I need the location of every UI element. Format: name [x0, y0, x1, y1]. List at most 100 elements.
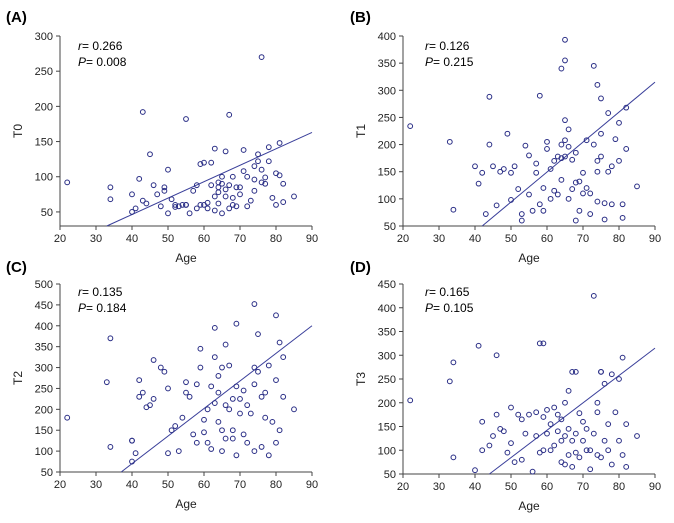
data-point: [479, 418, 486, 425]
data-point: [262, 174, 269, 181]
data-point: [251, 301, 258, 307]
data-point: [497, 168, 504, 175]
x-tick-label: 40: [469, 233, 481, 245]
data-point: [587, 447, 594, 454]
data-point: [518, 456, 525, 463]
data-point: [129, 209, 135, 215]
data-point: [280, 393, 287, 400]
data-point: [172, 204, 179, 210]
data-point: [258, 444, 265, 450]
data-point: [518, 211, 525, 217]
regression-line: [120, 325, 313, 473]
data-point: [558, 176, 565, 183]
data-point: [551, 442, 558, 449]
x-tick-label: 80: [613, 233, 625, 245]
data-point: [107, 184, 114, 191]
data-point: [562, 433, 568, 439]
data-point: [201, 416, 207, 423]
data-point: [608, 163, 615, 170]
data-point: [262, 389, 269, 396]
data-point: [598, 130, 604, 137]
y-tick-label: 350: [378, 58, 396, 70]
data-point: [193, 381, 200, 388]
y-tick-label: 100: [35, 172, 53, 184]
data-point: [479, 169, 486, 176]
data-point: [533, 409, 540, 416]
x-tick-label: 80: [270, 233, 282, 245]
data-point: [269, 194, 276, 201]
data-point: [515, 186, 522, 192]
data-point: [150, 395, 157, 402]
y-tick-label: 250: [378, 112, 396, 124]
data-point: [569, 463, 576, 470]
y-tick-label: 450: [378, 279, 396, 291]
data-point: [594, 168, 601, 175]
panel-d: (D) 20 30 40 50 60 70 80 90 50 100 150 200 250 300 350 4…: [350, 259, 661, 513]
data-point: [215, 373, 222, 379]
data-point: [150, 182, 157, 189]
data-point: [233, 320, 240, 327]
data-point: [186, 393, 193, 400]
data-point: [237, 410, 243, 417]
x-tick-label: 50: [162, 233, 174, 245]
data-point: [154, 191, 161, 198]
y-tick-label: 500: [35, 279, 53, 291]
x-tick-label: 80: [613, 481, 625, 493]
data-point: [565, 195, 572, 202]
y-tick-label: 50: [384, 469, 396, 481]
data-point: [580, 418, 586, 425]
y-tick-label: 400: [378, 303, 396, 315]
data-point: [211, 400, 218, 406]
panel-label: (D): [350, 259, 371, 276]
data-point: [211, 324, 218, 331]
y-tick-label: 50: [41, 207, 53, 219]
data-point: [219, 448, 225, 455]
y-tick-label: 200: [378, 140, 396, 152]
data-point: [450, 359, 457, 366]
data-point: [472, 467, 478, 474]
data-point: [247, 410, 254, 417]
data-point: [450, 454, 457, 461]
x-tick-label: 20: [397, 481, 409, 493]
x-axis-label: Age: [518, 251, 540, 265]
data-point: [569, 437, 576, 444]
data-point: [168, 427, 175, 434]
data-point: [558, 65, 565, 72]
data-point: [526, 411, 532, 418]
data-point: [608, 461, 615, 468]
data-point: [229, 194, 236, 201]
data-point: [129, 191, 135, 198]
data-point: [276, 339, 283, 346]
data-point: [522, 142, 529, 149]
data-point: [157, 203, 164, 210]
y-tick-label: 400: [35, 321, 53, 333]
data-point: [594, 409, 601, 416]
x-tick-label: 60: [541, 481, 553, 493]
data-point: [554, 191, 561, 198]
data-point: [572, 217, 579, 224]
data-point: [208, 383, 215, 390]
y-tick-label: 150: [378, 167, 396, 179]
data-point: [605, 421, 612, 428]
data-point: [258, 166, 265, 173]
data-point: [147, 151, 153, 158]
data-point: [522, 430, 529, 437]
data-point: [472, 163, 478, 170]
data-point: [222, 402, 229, 409]
y-tick-label: 300: [378, 85, 396, 97]
data-point: [565, 387, 572, 394]
data-point: [222, 193, 229, 200]
data-point: [211, 145, 218, 152]
data-point: [490, 433, 496, 439]
data-point: [598, 95, 604, 102]
data-point: [576, 178, 583, 185]
data-point: [616, 157, 622, 164]
data-point: [193, 439, 200, 446]
data-point: [562, 153, 568, 160]
data-point: [554, 428, 561, 435]
data-point: [208, 182, 215, 189]
data-point: [407, 123, 414, 130]
data-point: [183, 379, 189, 386]
data-point: [244, 402, 251, 409]
